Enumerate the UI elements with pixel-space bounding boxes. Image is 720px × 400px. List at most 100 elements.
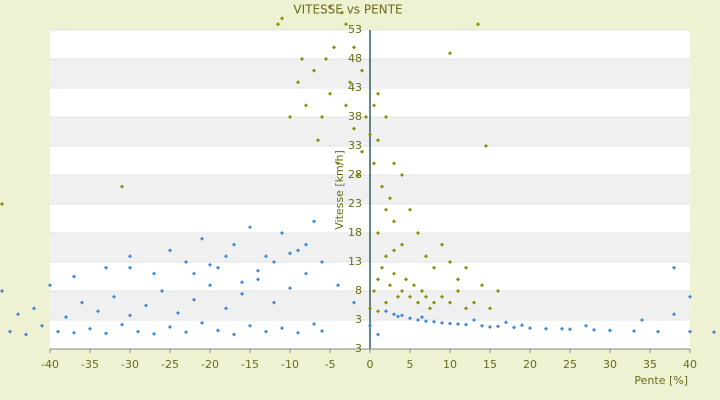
point [408,294,412,299]
x-tick-label: -5 [325,358,336,371]
point [240,291,244,296]
point [416,318,420,322]
point [64,315,68,320]
x-tick-label: -20 [201,358,219,371]
y-tick-label: 28 [348,168,362,181]
point [400,313,404,318]
point [360,68,364,73]
point [96,309,100,314]
point [440,320,444,325]
point [432,319,436,324]
y-tick-label: 48 [348,52,362,65]
point [264,329,268,334]
point [480,323,484,328]
point [344,22,348,27]
point [216,328,220,333]
point [380,265,384,270]
point [332,45,336,50]
x-tick-label: -10 [281,358,299,371]
y-tick-label: 38 [348,110,362,123]
point [248,323,252,328]
point [0,289,4,293]
point [276,22,280,27]
point [456,322,460,327]
point [104,265,108,270]
point [464,265,468,270]
point [176,311,180,316]
point [632,329,636,334]
point [152,271,156,276]
point [240,280,244,285]
point [320,260,324,264]
point [432,300,436,305]
point [448,260,452,264]
point [160,289,164,293]
x-axis-title: Pente [%] [634,374,688,387]
y-tick-label: 23 [348,197,362,210]
y-tick-label: 8 [355,284,362,297]
point [408,316,412,321]
point [328,4,332,9]
point [448,51,452,56]
x-tick-label: 40 [683,358,697,371]
point [344,103,348,108]
x-tick-label: 0 [367,358,374,371]
point [232,242,236,247]
point [424,294,428,299]
point [656,329,660,334]
point [316,138,320,143]
point [192,297,196,302]
point [320,329,324,334]
point [328,91,332,96]
point [372,161,376,166]
point [568,327,572,332]
point [272,260,276,264]
chart-title: VITESSE vs PENTE [293,3,402,17]
point [340,10,344,15]
point [384,300,388,305]
point [120,184,124,189]
point [352,300,356,305]
point [304,103,308,108]
point [388,196,392,201]
point [372,103,376,108]
point [16,312,20,317]
point [352,126,356,131]
point [128,254,132,259]
point [448,300,452,305]
point [592,327,596,332]
point [376,91,380,96]
point [296,330,300,335]
point [348,80,352,85]
point [304,242,308,247]
point [0,202,4,206]
point [424,319,428,324]
point [464,306,468,311]
point [376,309,380,314]
point [408,207,412,212]
point [672,265,676,270]
marks [0,4,716,337]
point [376,277,380,282]
point [472,300,476,305]
point [80,300,84,305]
y-tick-label: 43 [348,81,362,94]
point [120,322,124,327]
point [440,294,444,299]
point [200,320,204,325]
point [192,271,196,276]
point [208,283,212,288]
point [32,306,36,311]
point [424,254,428,259]
point [440,242,444,247]
x-tick-label: 5 [407,358,414,371]
point [312,219,316,224]
point [320,115,324,119]
point [312,68,316,73]
point [404,277,408,282]
point [420,289,424,293]
point [364,115,368,119]
point [224,306,228,311]
point [488,306,492,311]
point [304,271,308,276]
